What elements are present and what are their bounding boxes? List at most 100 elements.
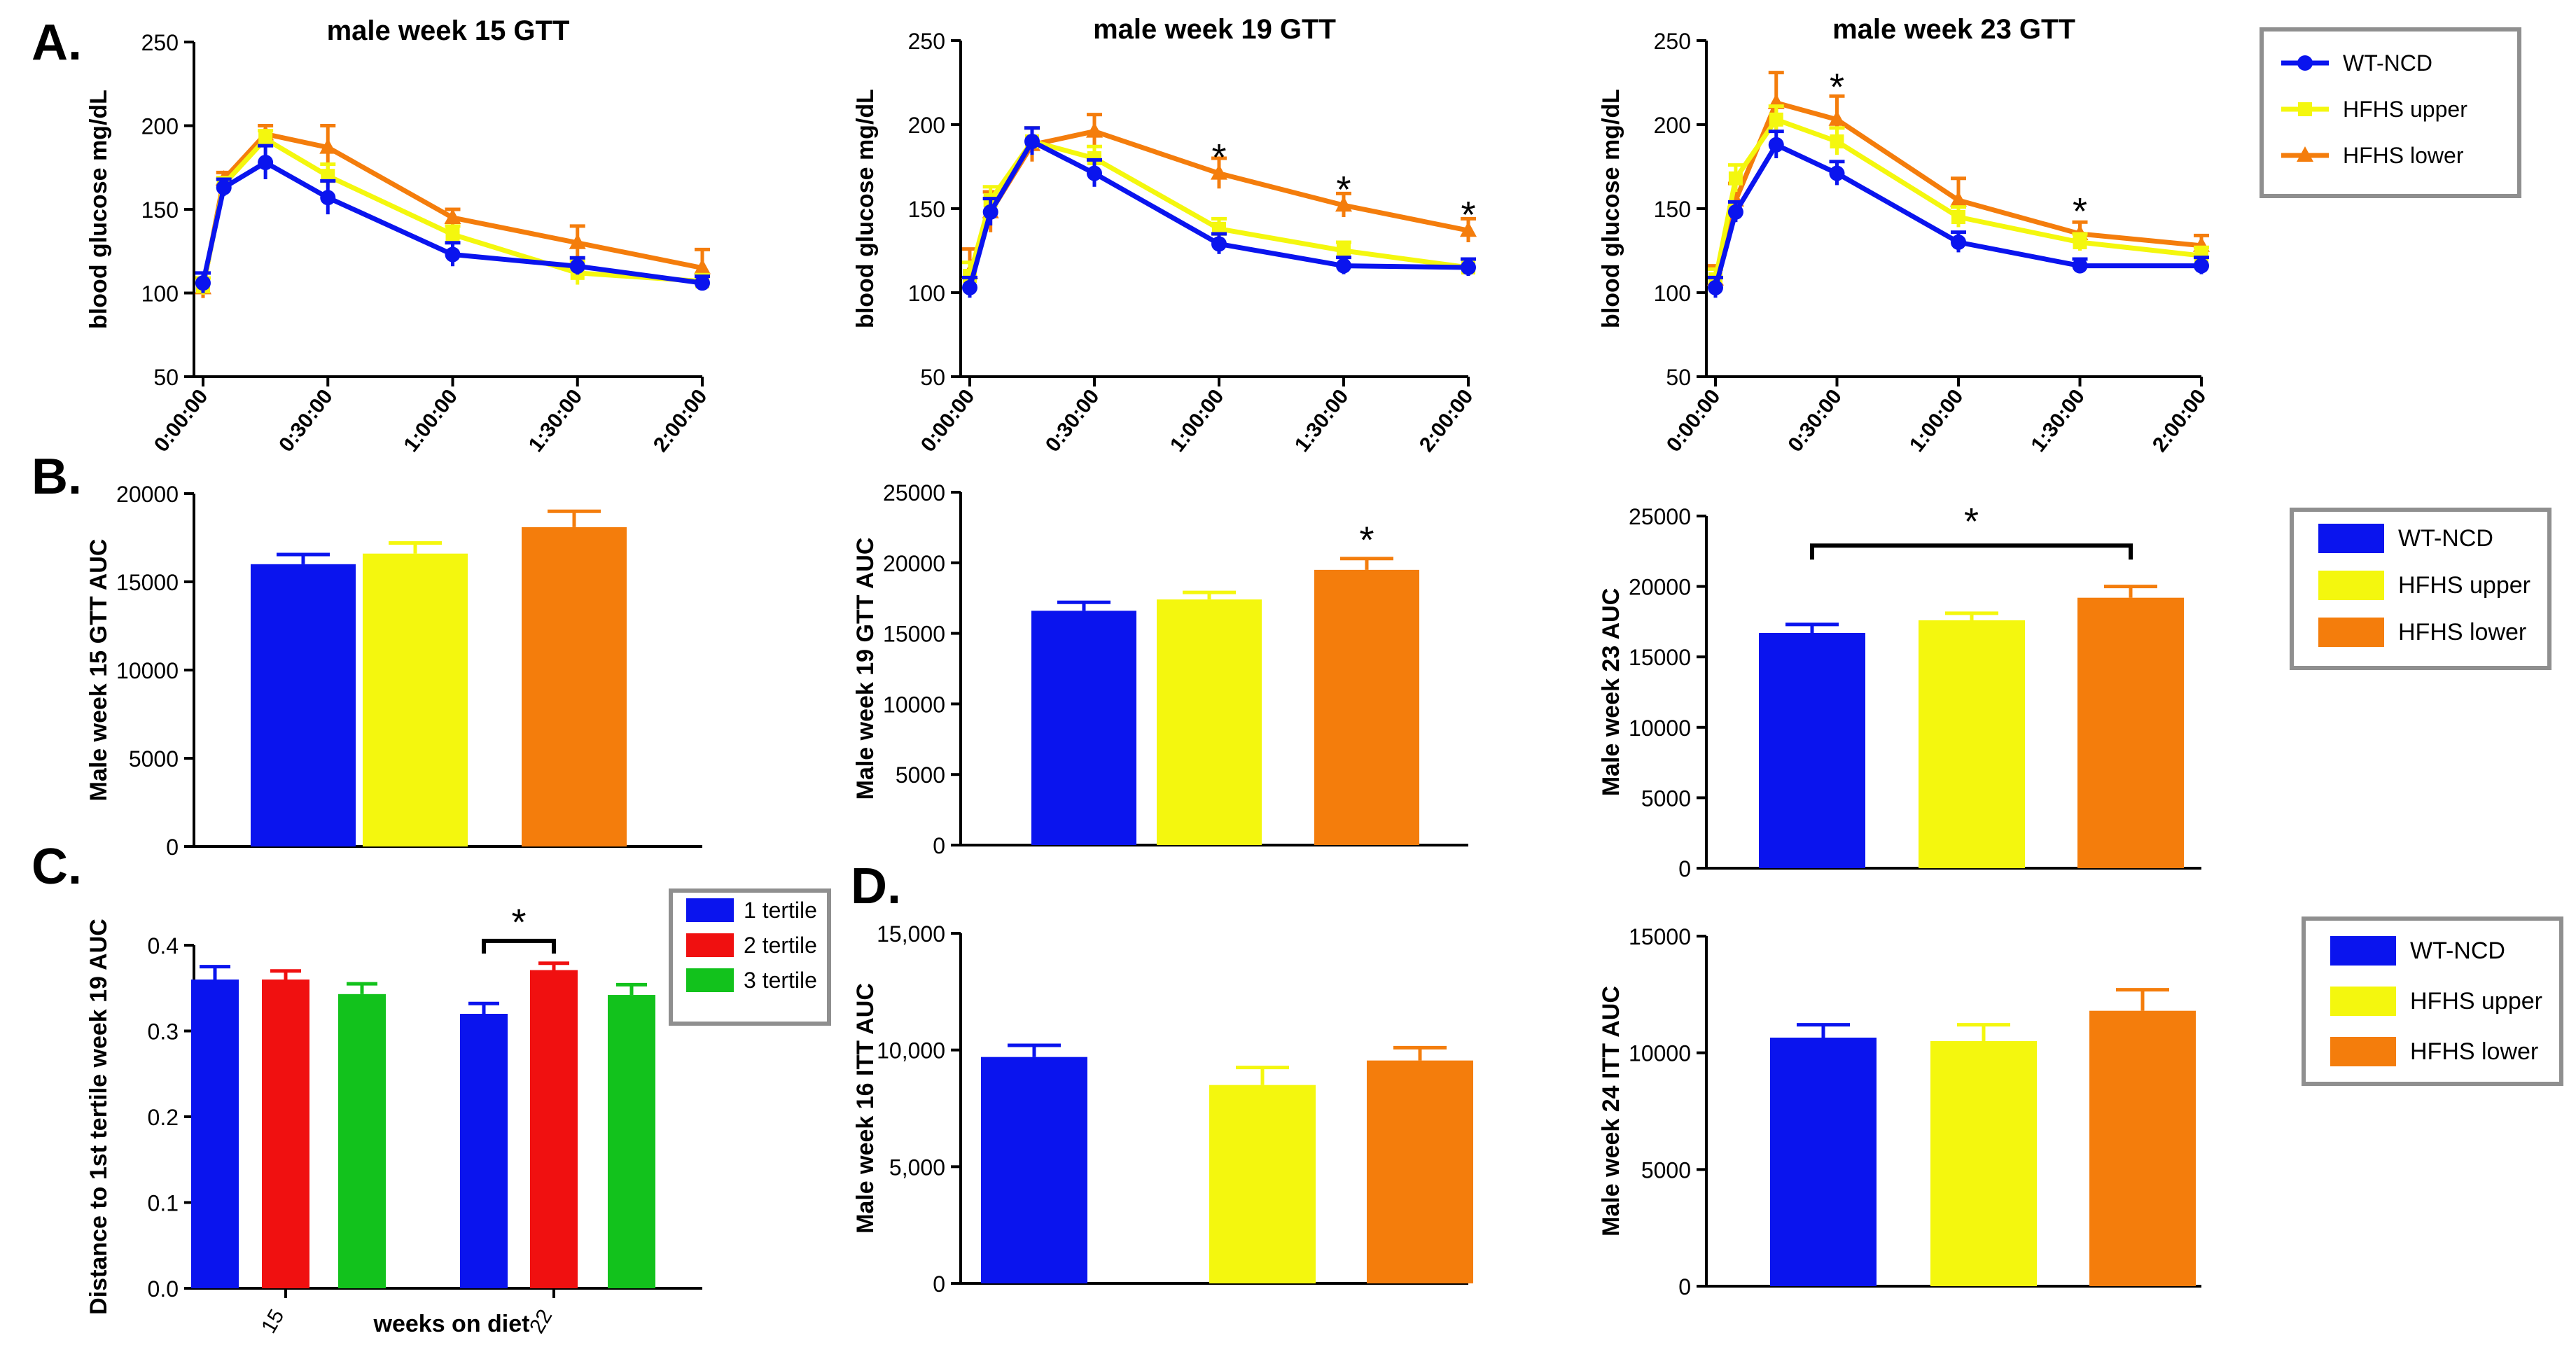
- chart-itt16: 0 5,000 10,000 15,000 Male week 16 ITT AUC: [852, 921, 1473, 1297]
- y-tick-label: 20000: [1629, 575, 1691, 600]
- data-point-wt: [320, 190, 336, 206]
- significance-star: *: [1211, 137, 1226, 179]
- y-tick-label: 0.3: [148, 1019, 179, 1045]
- panel-label-b: B.: [32, 449, 82, 505]
- y-tick-label: 50: [1666, 365, 1691, 390]
- y-tick-label: 100: [908, 281, 945, 306]
- panel-label-d: D.: [851, 858, 901, 914]
- bar-lower: [1367, 1060, 1473, 1283]
- x-tick-label: 1:00:00: [399, 385, 462, 457]
- legend-legC: 1 tertile 2 tertile 3 tertile: [669, 888, 831, 1026]
- significance-star: *: [1336, 169, 1351, 211]
- legend-label: HFHS lower: [2398, 619, 2526, 646]
- legend-swatch: [686, 933, 734, 957]
- x-tick-label: 0:00:00: [150, 385, 213, 457]
- bar-upper: [1919, 620, 2025, 868]
- y-axis-label: Male week 23 AUC: [1598, 588, 1624, 796]
- bar-upper: [363, 553, 468, 846]
- x-tick-label: 2:00:00: [2148, 385, 2211, 457]
- y-tick-label: 10,000: [877, 1038, 945, 1064]
- data-point-lower: [1211, 164, 1227, 180]
- y-tick-label: 50: [920, 365, 945, 390]
- data-point-wt: [1087, 165, 1102, 181]
- x-tick-label: 1:30:00: [1290, 385, 1353, 457]
- data-point-wt: [1708, 279, 1723, 295]
- data-point-upper: [2073, 235, 2087, 249]
- bar-wt: [251, 564, 356, 846]
- chart-title: male week 23 GTT: [1832, 14, 2075, 45]
- y-tick-label: 150: [1654, 197, 1691, 222]
- y-tick-label: 0.1: [148, 1191, 179, 1216]
- bar-lower: [522, 527, 627, 846]
- significance-star: *: [1461, 194, 1475, 236]
- legend-label: HFHS upper: [2398, 572, 2530, 599]
- data-point-upper: [1951, 210, 1965, 224]
- chart-gtt23: 50 100 150 200 250 blood glucose mg/dL male we…: [1598, 14, 2211, 457]
- legend-swatch: [2318, 618, 2384, 647]
- y-tick-label: 0.2: [148, 1105, 179, 1130]
- data-point-lower: [1086, 122, 1103, 138]
- y-tick-label: 10000: [1629, 1041, 1691, 1066]
- data-point-wt: [445, 246, 461, 263]
- y-axis-label: blood glucose mg/dL: [85, 90, 112, 329]
- y-tick-label: 0: [1678, 856, 1691, 881]
- y-tick-label: 0: [1678, 1274, 1691, 1299]
- data-point-wt: [1829, 165, 1845, 181]
- significance-star: *: [511, 901, 526, 943]
- y-tick-label: 0: [933, 833, 945, 858]
- legend-label: WT-NCD: [2343, 50, 2432, 76]
- y-tick-label: 100: [1654, 281, 1691, 306]
- data-point-wt: [1461, 260, 1476, 275]
- bar-lower: [2077, 597, 2184, 868]
- significance-bracket: [482, 938, 556, 954]
- x-tick-label: 0:00:00: [1662, 385, 1725, 457]
- legend-swatch: [686, 968, 734, 992]
- y-tick-label: 5000: [1641, 1157, 1691, 1183]
- bar-t1: [191, 980, 239, 1288]
- bar-t2: [262, 980, 309, 1288]
- y-tick-label: 15000: [1629, 645, 1691, 670]
- y-tick-label: 15000: [116, 570, 179, 595]
- data-point-wt: [216, 179, 232, 195]
- x-tick-label: 1:30:00: [2026, 385, 2089, 457]
- bar-t1: [460, 1014, 508, 1288]
- legend-label: WT-NCD: [2410, 938, 2505, 964]
- data-point-wt: [695, 275, 710, 291]
- y-tick-label: 250: [141, 30, 179, 55]
- bar-wt: [981, 1057, 1087, 1283]
- data-point-upper: [1337, 244, 1351, 258]
- y-tick-label: 50: [153, 365, 179, 390]
- y-tick-label: 25000: [883, 480, 945, 506]
- y-tick-label: 150: [141, 197, 179, 223]
- bar-lower: [2089, 1010, 2196, 1286]
- y-tick-label: 250: [1654, 29, 1691, 54]
- legend-label: HFHS upper: [2410, 988, 2542, 1015]
- bar-upper: [1930, 1041, 2037, 1286]
- bar-t2: [530, 970, 578, 1288]
- x-tick-label: 1:00:00: [1905, 385, 1968, 457]
- data-point-upper: [258, 132, 273, 146]
- data-point-wt: [1768, 137, 1784, 153]
- y-tick-label: 10000: [116, 658, 179, 683]
- x-tick-label: 22: [525, 1306, 557, 1337]
- legend-legB: WT-NCD HFHS upper HFHS lower: [2290, 508, 2551, 670]
- x-tick-label: 15: [257, 1306, 288, 1337]
- y-axis-label: Male week 24 ITT AUC: [1598, 986, 1624, 1236]
- x-tick-label: 2:00:00: [1415, 385, 1478, 457]
- x-tick-label: 0:30:00: [1783, 385, 1846, 457]
- chart-auc15: 0 5000 10000 15000 20000 Male week 15 GTT AUC: [85, 482, 702, 860]
- legend-label: 1 tertile: [744, 898, 817, 923]
- data-point-wt: [2194, 258, 2209, 274]
- bar-wt: [1770, 1038, 1877, 1286]
- data-point-upper: [1728, 171, 1743, 186]
- chart-title: male week 15 GTT: [327, 15, 570, 46]
- x-tick-label: 1:00:00: [1166, 385, 1229, 457]
- y-tick-label: 100: [141, 281, 179, 307]
- y-tick-label: 250: [908, 29, 945, 54]
- legend-label: HFHS upper: [2343, 97, 2467, 122]
- x-tick-label: 0:00:00: [917, 385, 980, 457]
- legend-legA: WT-NCD HFHS upper HFHS lower: [2260, 27, 2521, 198]
- data-point-wt: [195, 275, 211, 291]
- legend-label: HFHS lower: [2343, 143, 2464, 168]
- y-tick-label: 5,000: [889, 1155, 945, 1180]
